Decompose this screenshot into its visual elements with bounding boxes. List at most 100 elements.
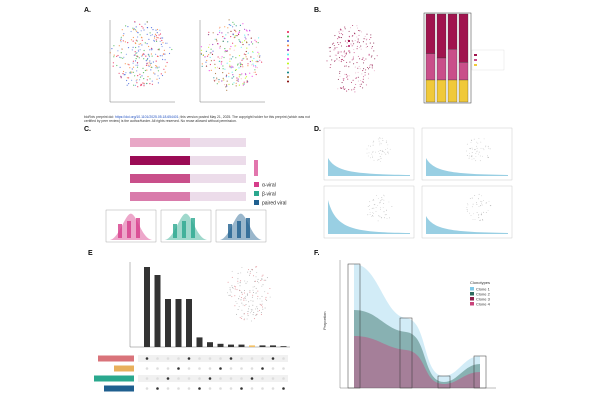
umap-point — [142, 27, 144, 29]
umap-point — [352, 79, 354, 81]
umap-point — [357, 29, 360, 32]
umap-point — [478, 206, 480, 207]
umap-point — [253, 65, 255, 67]
umap-point — [376, 195, 377, 196]
umap-point — [129, 67, 131, 69]
umap-point — [358, 34, 360, 36]
matrix-dot — [219, 387, 222, 390]
umap-point — [151, 83, 153, 85]
umap-point — [466, 150, 467, 152]
umap-point — [253, 71, 255, 73]
umap-point — [485, 202, 487, 203]
umap-point — [118, 45, 120, 47]
umap-point — [481, 195, 483, 197]
umap-point — [120, 52, 122, 54]
umap-point — [261, 303, 263, 305]
umap-point — [342, 30, 344, 32]
umap-point — [137, 64, 139, 66]
umap-point — [136, 70, 138, 72]
stacked-bar-segment — [458, 62, 469, 81]
umap-point — [372, 142, 374, 144]
umap-point — [343, 50, 346, 52]
umap-point — [121, 48, 123, 50]
matrix-dot — [156, 367, 159, 370]
umap-point — [340, 45, 343, 47]
umap-point — [251, 75, 253, 77]
umap-point — [474, 219, 476, 220]
matrix-dot — [240, 367, 243, 370]
umap-point — [241, 73, 243, 75]
umap-point — [471, 158, 473, 160]
umap-point — [487, 155, 488, 157]
umap-point — [385, 153, 387, 155]
umap-point — [478, 198, 479, 200]
umap-point — [250, 37, 252, 39]
umap-point — [234, 29, 236, 31]
umap-point — [261, 279, 263, 281]
umap-point — [160, 73, 162, 75]
doi-link[interactable]: https://doi.org/10.1101/2025.05.18.65440… — [114, 115, 179, 119]
umap-point — [476, 150, 478, 152]
umap-point — [155, 53, 157, 56]
umap-point — [143, 85, 145, 87]
umap-point — [219, 47, 221, 49]
umap-point — [139, 79, 141, 81]
umap-point — [366, 45, 368, 48]
umap-point — [210, 69, 212, 71]
umap-point — [257, 42, 259, 44]
umap-point — [357, 38, 359, 40]
umap-point — [349, 52, 351, 54]
umap-point — [236, 79, 238, 81]
legend-swatch-alpha — [254, 182, 259, 187]
umap-point — [350, 81, 353, 83]
umap-point — [246, 294, 248, 296]
umap-point — [158, 66, 160, 68]
ridge-bar — [136, 218, 140, 238]
umap-point — [387, 147, 388, 149]
umap-a-left — [109, 21, 173, 88]
umap-point — [218, 27, 221, 29]
umap-point — [353, 88, 355, 90]
umap-point — [257, 295, 259, 297]
matrix-row — [138, 355, 288, 362]
umap-point — [476, 212, 478, 213]
set-size-bar — [114, 365, 134, 372]
umap-point — [238, 76, 240, 78]
umap-point — [257, 55, 259, 57]
umap-point — [247, 52, 249, 54]
umap-point — [386, 209, 387, 211]
umap-point — [235, 85, 237, 87]
umap-point — [171, 48, 173, 51]
legend-label-f-1: Clone 1 — [476, 286, 491, 291]
umap-point — [122, 73, 124, 75]
umap-point — [136, 52, 138, 54]
umap-point — [237, 63, 239, 65]
umap-point — [136, 62, 139, 64]
matrix-dot — [145, 387, 149, 390]
umap-point — [353, 43, 355, 45]
umap-point — [341, 55, 343, 57]
umap-point — [473, 158, 475, 160]
stacked-bar-segment — [425, 13, 436, 54]
umap-point — [240, 299, 242, 301]
umap-point — [146, 43, 148, 45]
upset-matrix-e — [138, 355, 288, 392]
umap-point — [212, 32, 214, 34]
matrix-dot — [250, 387, 254, 390]
umap-point — [372, 144, 374, 146]
umap-point — [138, 43, 140, 45]
umap-point — [379, 216, 381, 218]
umap-point — [238, 67, 240, 69]
umap-point — [339, 36, 341, 39]
umap-point — [479, 155, 481, 157]
umap-point — [130, 39, 133, 41]
umap-point — [232, 74, 234, 76]
umap-point — [151, 66, 153, 68]
umap-point — [217, 56, 219, 58]
upset-bar — [259, 345, 266, 347]
umap-point — [359, 85, 361, 87]
umap-point — [155, 67, 157, 69]
umap-point — [202, 54, 204, 56]
umap-point — [380, 217, 382, 219]
legend-swatch-f-4 — [470, 302, 474, 306]
